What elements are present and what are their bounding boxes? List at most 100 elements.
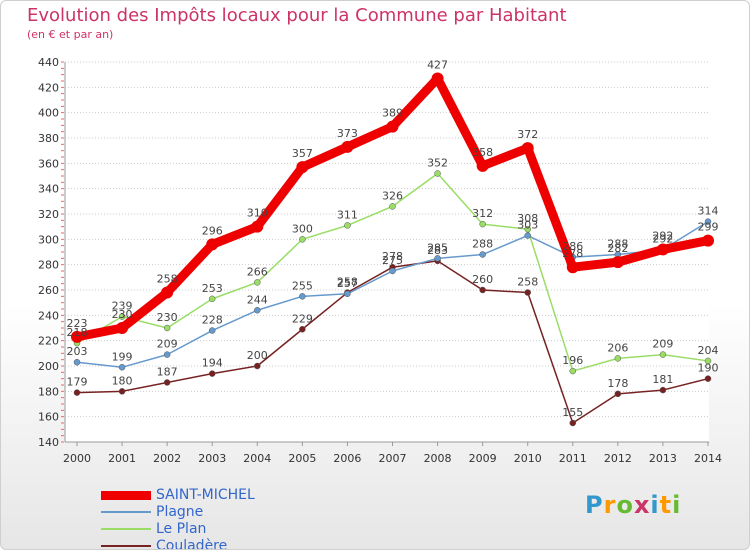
data-point: [118, 364, 126, 371]
data-point: [116, 322, 129, 334]
data-label: 303: [517, 219, 538, 232]
data-point: [614, 355, 622, 362]
data-point: [118, 388, 126, 395]
logo-letter: x: [633, 491, 651, 519]
data-label: 187: [157, 365, 178, 378]
data-point: [521, 142, 534, 155]
data-label: 292: [652, 229, 673, 242]
x-tick-label: 2003: [198, 452, 226, 465]
legend-label: SAINT-MICHEL: [156, 487, 255, 503]
data-point: [389, 203, 396, 210]
data-point: [163, 351, 171, 358]
data-label: 389: [382, 107, 403, 120]
data-label: 300: [292, 222, 313, 235]
data-label: 230: [157, 311, 178, 324]
data-point: [299, 293, 306, 300]
y-tick-label: 180: [38, 385, 59, 398]
data-point: [659, 351, 667, 358]
data-label: 209: [157, 338, 178, 351]
chart-subtitle: (en € et par an): [27, 28, 114, 41]
data-label: 190: [698, 362, 719, 375]
data-label: 283: [427, 244, 448, 257]
data-point: [73, 358, 81, 366]
data-label: 194: [202, 357, 223, 370]
data-point: [434, 255, 441, 262]
data-point: [614, 390, 622, 398]
y-tick-label: 260: [38, 284, 59, 297]
data-label: 257: [337, 277, 358, 290]
data-label: 228: [202, 314, 223, 327]
legend-swatch: [101, 528, 151, 530]
legend-swatch: [101, 490, 151, 500]
data-point: [524, 232, 531, 239]
y-tick-label: 300: [38, 233, 59, 246]
data-point: [71, 330, 83, 343]
y-tick-label: 200: [38, 360, 59, 373]
data-label: 229: [292, 312, 313, 325]
data-label: 258: [337, 276, 358, 289]
data-point: [479, 251, 486, 258]
data-point: [163, 324, 171, 332]
x-tick-label: 2007: [379, 452, 407, 465]
data-label: 282: [607, 242, 628, 255]
x-tick-label: 2006: [333, 452, 361, 465]
data-point: [389, 267, 396, 275]
data-label: 180: [112, 374, 133, 387]
data-label: 178: [607, 377, 628, 390]
data-point: [704, 375, 712, 382]
x-tick-label: 2012: [604, 452, 632, 465]
data-point: [704, 357, 712, 365]
data-label: 266: [247, 265, 268, 278]
data-label: 260: [472, 273, 493, 286]
data-label: 288: [607, 238, 628, 251]
y-tick-label: 160: [38, 411, 59, 424]
data-label: 285: [427, 241, 448, 254]
data-point: [118, 313, 126, 320]
x-tick-label: 2004: [243, 452, 271, 465]
data-point: [386, 120, 399, 133]
data-label: 296: [202, 224, 223, 237]
data-label: 196: [562, 354, 583, 367]
data-point: [566, 261, 579, 274]
data-point: [254, 362, 261, 370]
data-label: 230: [112, 308, 133, 321]
x-tick-label: 2010: [514, 452, 542, 465]
legend-label: Le Plan: [156, 521, 207, 537]
x-tick-label: 2005: [288, 452, 316, 465]
x-tick-label: 2001: [108, 452, 136, 465]
data-point: [702, 234, 714, 247]
data-label: 286: [562, 240, 583, 253]
logo-letter: o: [616, 491, 634, 519]
data-point: [659, 386, 667, 394]
data-label: 308: [517, 212, 538, 225]
data-label: 275: [382, 254, 403, 267]
y-tick-label: 280: [38, 259, 59, 272]
x-tick-label: 2002: [153, 452, 181, 465]
data-label: 278: [562, 247, 583, 260]
data-point: [299, 236, 306, 243]
y-tick-label: 140: [38, 436, 59, 449]
data-label: 253: [202, 282, 223, 295]
x-tick-label: 2009: [469, 452, 497, 465]
data-point: [479, 220, 486, 228]
data-label: 278: [382, 250, 403, 263]
data-label: 373: [337, 127, 358, 140]
data-label: 255: [292, 279, 313, 292]
logo-letter: P: [585, 491, 604, 519]
data-label: 199: [112, 350, 133, 363]
data-point: [251, 220, 264, 233]
y-tick-label: 440: [38, 56, 59, 69]
logo-letter: i: [672, 491, 682, 519]
data-point: [73, 389, 81, 396]
data-label: 358: [472, 146, 493, 159]
data-label: 258: [517, 276, 538, 289]
legend-swatch: [101, 511, 151, 513]
data-label: 311: [337, 208, 358, 221]
x-tick-label: 2011: [559, 452, 587, 465]
data-label: 179: [67, 376, 88, 389]
data-point: [208, 327, 216, 334]
data-point: [254, 307, 261, 314]
data-label: 299: [698, 221, 719, 234]
data-label: 244: [247, 293, 268, 306]
